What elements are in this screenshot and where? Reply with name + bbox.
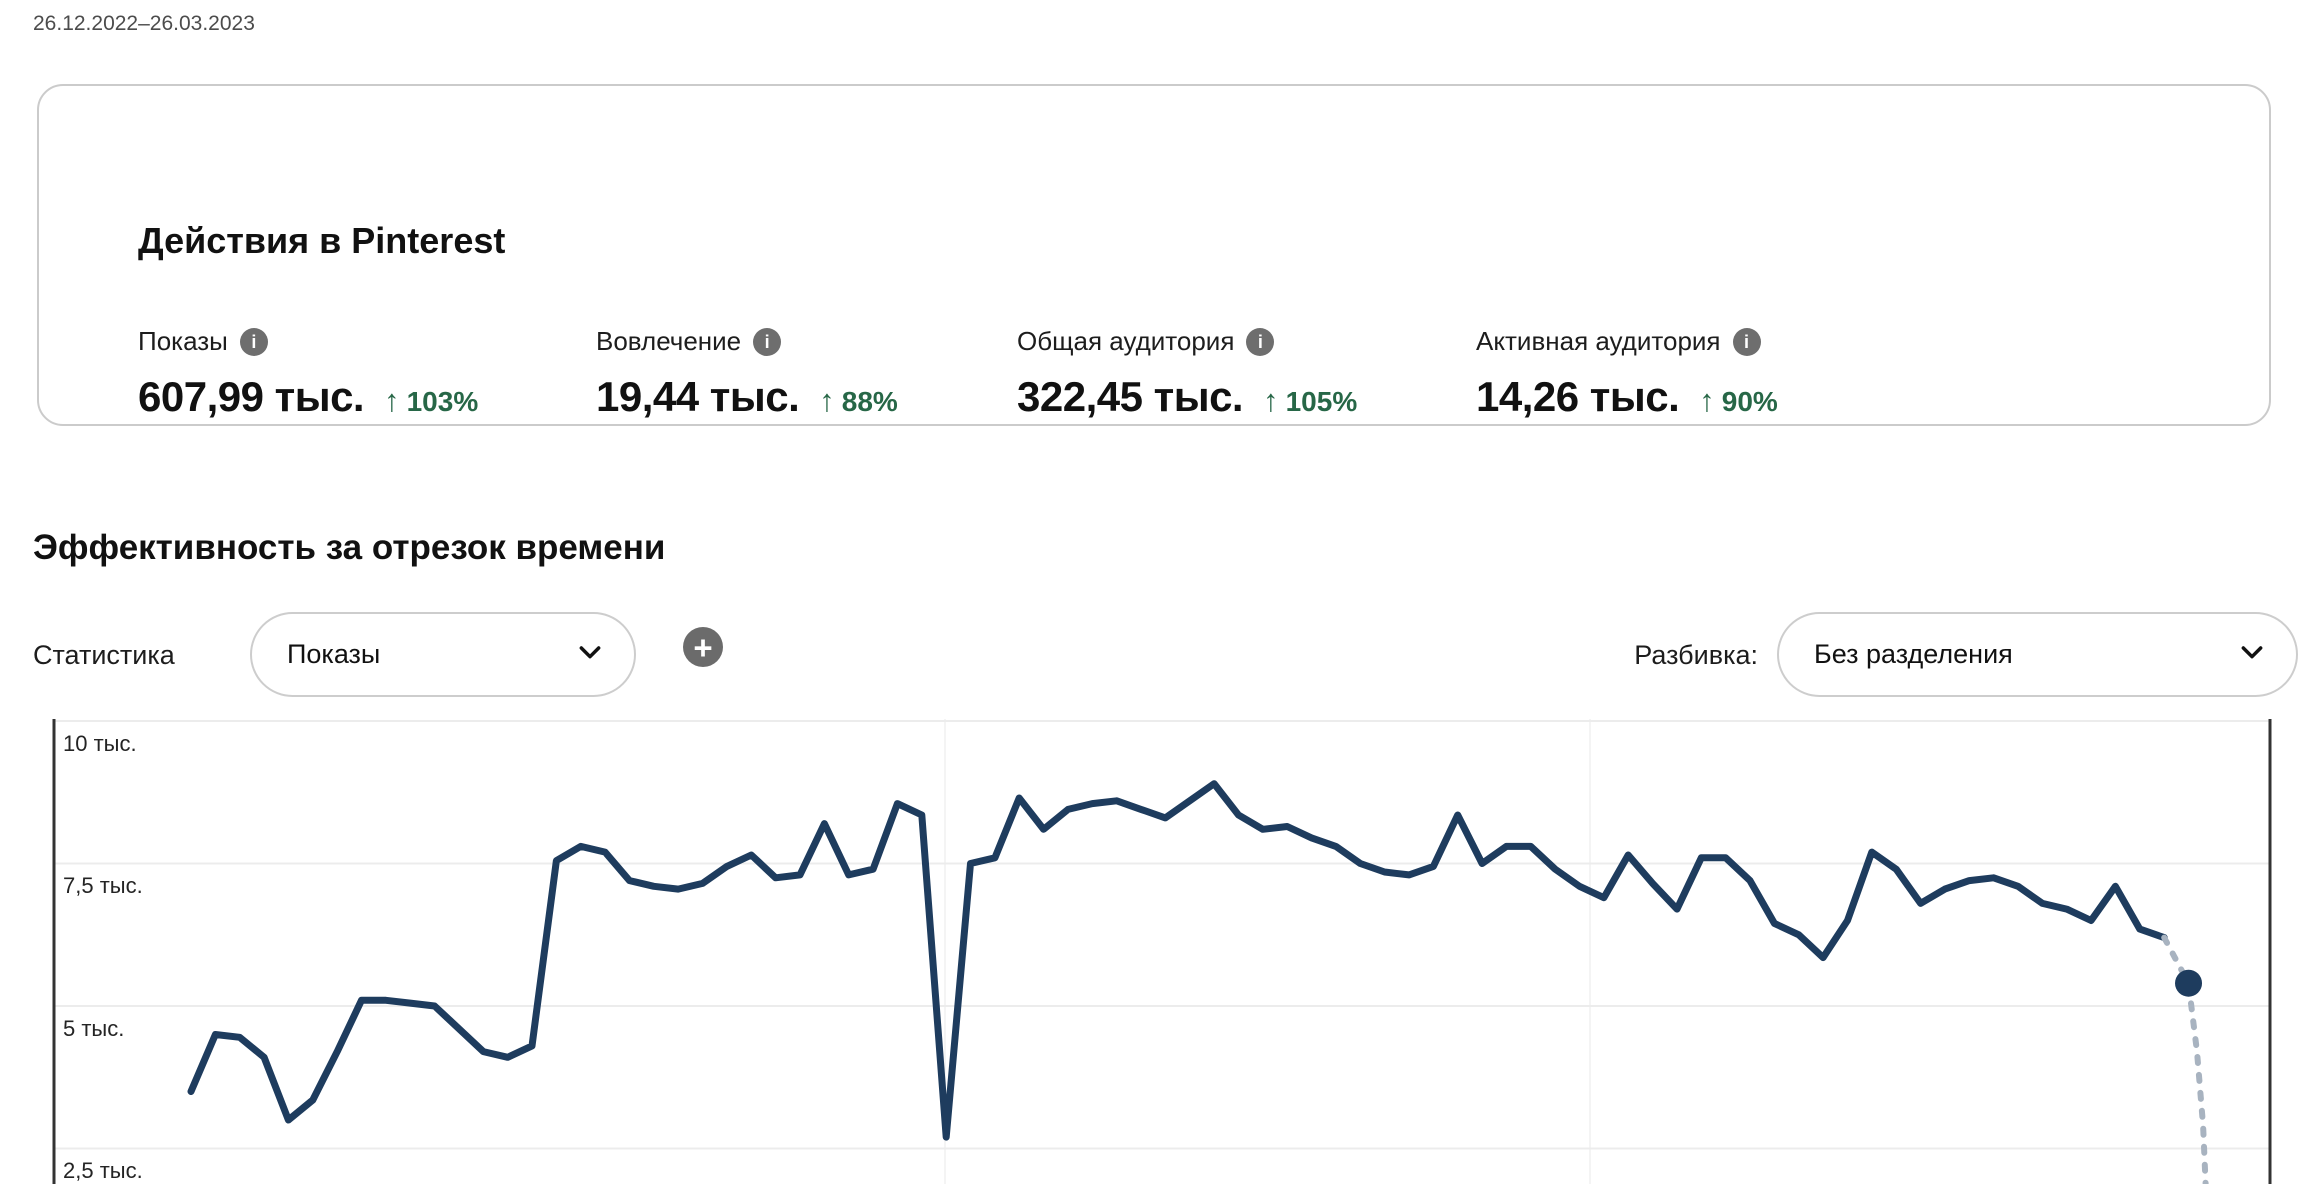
up-arrow-icon: ↑ bbox=[819, 383, 835, 418]
chevron-down-icon bbox=[574, 636, 606, 673]
split-label: Разбивка: bbox=[1634, 640, 1758, 670]
statistic-dropdown[interactable]: Показы bbox=[250, 612, 636, 697]
metric-value: 14,26 тыс. bbox=[1476, 373, 1680, 420]
y-axis-tick-label: 7,5 тыс. bbox=[63, 873, 143, 898]
card-title: Действия в Pinterest bbox=[138, 220, 506, 261]
chevron-down-icon bbox=[2236, 636, 2268, 673]
metric-delta: 88% bbox=[841, 386, 898, 417]
add-metric-button[interactable]: + bbox=[683, 627, 723, 667]
info-icon[interactable]: i bbox=[1246, 327, 1275, 356]
metric-delta: 105% bbox=[1285, 386, 1358, 417]
y-axis-tick-label: 5 тыс. bbox=[63, 1016, 125, 1041]
metric-delta: 103% bbox=[406, 386, 479, 417]
actions-summary-card: Действия в Pinterest Показы i 607,99 тыс… bbox=[37, 84, 2271, 426]
split-dropdown[interactable]: Без разделения bbox=[1777, 612, 2298, 697]
split-selected-value: Без разделения bbox=[1814, 639, 2013, 669]
metric-value: 322,45 тыс. bbox=[1017, 373, 1244, 420]
metric-label: Вовлечение bbox=[596, 326, 742, 356]
up-arrow-icon: ↑ bbox=[384, 383, 400, 418]
metric-value: 19,44 тыс. bbox=[596, 373, 800, 420]
up-arrow-icon: ↑ bbox=[1699, 383, 1715, 418]
info-icon[interactable]: i bbox=[1732, 327, 1761, 356]
line-chart-canvas[interactable] bbox=[0, 700, 2320, 1184]
info-icon[interactable]: i bbox=[239, 327, 268, 356]
metric-total-audience: Общая аудитория i 322,45 тыс. ↑ 105% bbox=[1017, 326, 1476, 421]
info-icon[interactable]: i bbox=[753, 327, 782, 356]
date-range: 26.12.2022–26.03.2023 bbox=[33, 12, 255, 35]
metric-impressions: Показы i 607,99 тыс. ↑ 103% bbox=[138, 326, 596, 421]
up-arrow-icon: ↑ bbox=[1263, 383, 1279, 418]
section-title: Эффективность за отрезок времени bbox=[33, 528, 666, 567]
metric-label: Показы bbox=[138, 326, 228, 356]
metric-label: Общая аудитория bbox=[1017, 326, 1235, 356]
metric-value: 607,99 тыс. bbox=[138, 373, 365, 420]
metric-engagement: Вовлечение i 19,44 тыс. ↑ 88% bbox=[596, 326, 1017, 421]
performance-chart[interactable]: 10 тыс. 7,5 тыс. 5 тыс. 2,5 тыс. bbox=[0, 700, 2320, 1184]
metric-delta: 90% bbox=[1721, 386, 1778, 417]
y-axis-tick-label: 10 тыс. bbox=[63, 731, 137, 756]
metric-active-audience: Активная аудитория i 14,26 тыс. ↑ 90% bbox=[1476, 326, 1906, 421]
metric-label: Активная аудитория bbox=[1476, 326, 1721, 356]
metrics-row: Показы i 607,99 тыс. ↑ 103% Вовлечение i… bbox=[138, 326, 1906, 421]
y-axis-tick-label: 2,5 тыс. bbox=[63, 1158, 143, 1183]
statistic-label: Статистика bbox=[33, 640, 175, 670]
statistic-selected-value: Показы bbox=[287, 639, 381, 669]
